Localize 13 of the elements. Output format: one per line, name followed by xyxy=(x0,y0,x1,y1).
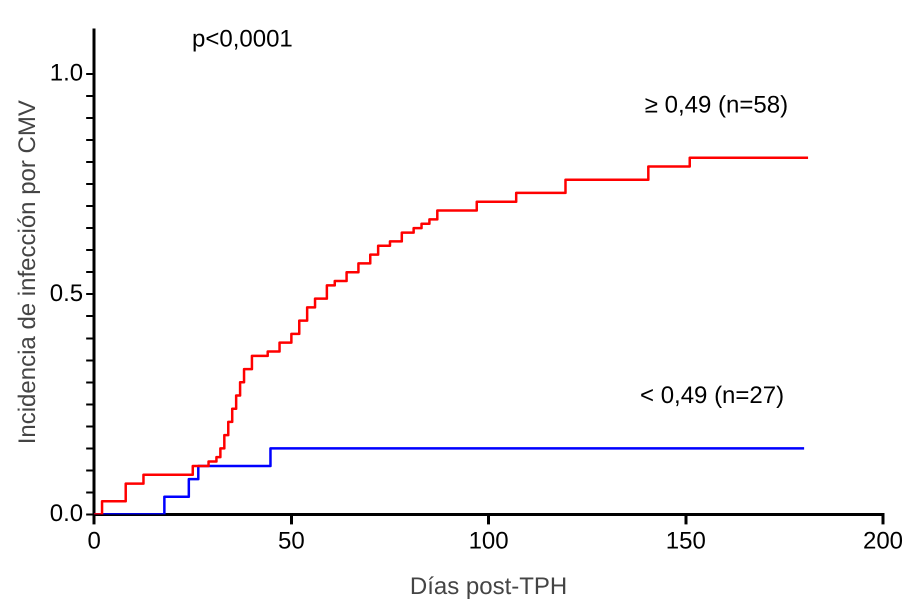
series-label: ≥ 0,49 (n=58) xyxy=(644,91,788,118)
annotation: p<0,0001 xyxy=(192,26,293,53)
x-tick-label: 100 xyxy=(468,527,509,554)
series-label: < 0,49 (n=27) xyxy=(640,382,784,409)
x-tick-label: 50 xyxy=(278,527,305,554)
y-axis-title: Incidencia de infección por CMV xyxy=(14,100,42,444)
y-tick-label: 0.0 xyxy=(50,500,84,528)
y-tick-label: 1.0 xyxy=(50,60,84,87)
x-tick-label: 150 xyxy=(666,527,706,554)
x-axis-title: Días post-TPH xyxy=(410,573,568,600)
x-tick-label: 0 xyxy=(87,527,101,554)
y-tick-label: 0.5 xyxy=(50,280,84,307)
x-tick-label: 200 xyxy=(862,527,904,554)
